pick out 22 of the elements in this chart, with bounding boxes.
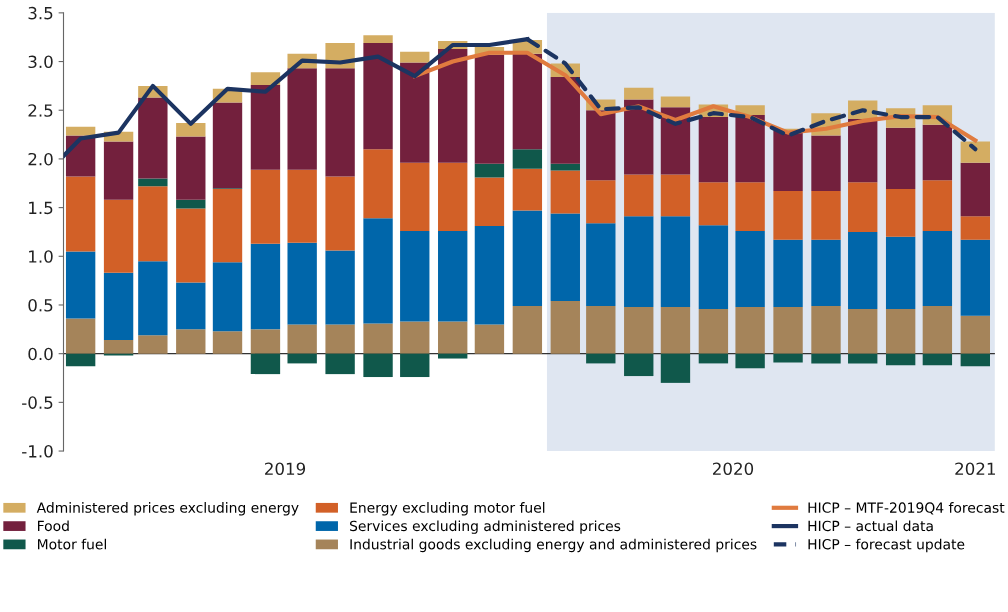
- y-tick-label: 3.0: [28, 55, 53, 69]
- legend-label: HICP – MTF-2019Q4 forecast: [808, 502, 1005, 515]
- y-tick-label: 0.5: [28, 298, 53, 312]
- legend-label: Energy excluding motor fuel: [350, 502, 545, 516]
- legend-label: Motor fuel: [38, 538, 106, 550]
- legend-label: Services excluding administered prices: [350, 520, 621, 534]
- x-tick-label: 2021: [955, 462, 995, 476]
- legend-label: Food: [38, 520, 69, 532]
- legend-label: Administered prices excluding energy: [36, 502, 299, 516]
- y-tick-label: -1.0: [22, 445, 53, 458]
- legend-label: HICP – actual data: [808, 520, 933, 532]
- y-tick-label: 3.5: [28, 6, 53, 20]
- y-tick-label: 1.0: [29, 250, 53, 263]
- y-tick-label: 2.0: [28, 152, 53, 166]
- legend-label: Industrial goods excluding energy and administered prices: [350, 538, 757, 553]
- legend-label: HICP – forecast update: [808, 538, 965, 553]
- x-tick-label: 2020: [712, 462, 754, 476]
- y-tick-label: 2.5: [28, 104, 53, 117]
- y-tick-label: -0.5: [22, 396, 53, 409]
- y-tick-label: 1.5: [29, 201, 53, 215]
- y-tick-label: 0.0: [28, 347, 53, 361]
- x-tick-label: 2019: [265, 462, 306, 476]
